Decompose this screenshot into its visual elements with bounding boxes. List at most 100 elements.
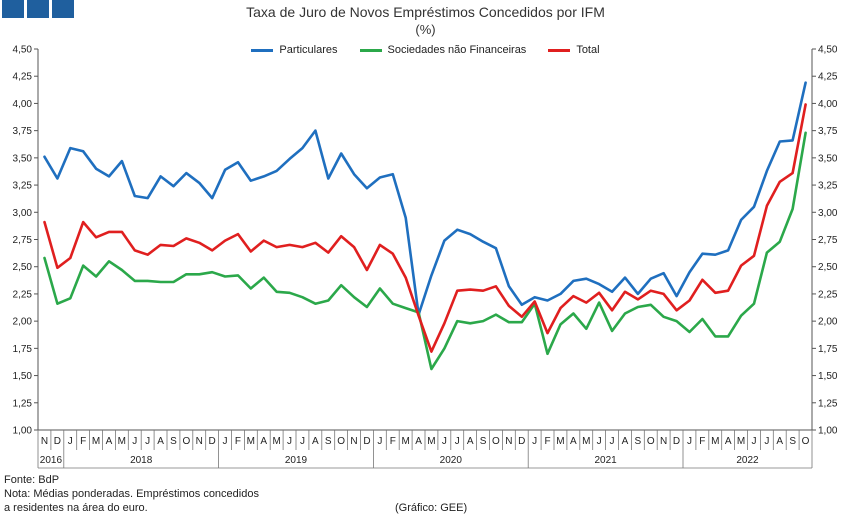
legend-swatch-particulares bbox=[251, 48, 274, 52]
x-tick-label: M bbox=[427, 436, 435, 447]
footnote-line-2: a residentes na área do euro. bbox=[4, 502, 148, 514]
x-tick-label: S bbox=[789, 436, 796, 447]
x-tick-label: J bbox=[132, 436, 137, 447]
x-tick-label: M bbox=[92, 436, 100, 447]
x-tick-label: M bbox=[556, 436, 564, 447]
y-tick-label-left: 1,00 bbox=[13, 426, 33, 437]
y-tick-label-right: 3,75 bbox=[818, 126, 838, 137]
x-tick-label: O bbox=[802, 436, 810, 447]
logo-square-3 bbox=[52, 0, 74, 18]
series-line-sociedades-n-o-financeiras bbox=[43, 131, 807, 371]
y-tick-label-left: 2,25 bbox=[13, 289, 33, 300]
x-tick-label: M bbox=[401, 436, 409, 447]
x-tick-label: O bbox=[492, 436, 500, 447]
y-tick-label-left: 3,25 bbox=[13, 181, 33, 192]
y-tick-label-right: 4,25 bbox=[818, 72, 838, 83]
year-label: 2020 bbox=[440, 455, 463, 466]
x-tick-label: S bbox=[635, 436, 642, 447]
y-tick-label-right: 2,25 bbox=[818, 289, 838, 300]
x-tick-label: J bbox=[610, 436, 615, 447]
series-line-total bbox=[43, 103, 807, 353]
x-tick-label: J bbox=[377, 436, 382, 447]
legend-item-snf: Sociedades não Financeiras bbox=[359, 44, 527, 56]
y-tick-label-left: 4,00 bbox=[13, 99, 33, 110]
x-tick-label: S bbox=[325, 436, 332, 447]
x-tick-label: J bbox=[300, 436, 305, 447]
x-tick-label: J bbox=[687, 436, 692, 447]
y-tick-label-left: 4,50 bbox=[13, 45, 33, 56]
y-tick-label-right: 1,00 bbox=[818, 426, 838, 437]
y-tick-label-left: 3,50 bbox=[13, 153, 33, 164]
x-tick-label: O bbox=[182, 436, 190, 447]
y-tick-label-right: 2,00 bbox=[818, 317, 838, 328]
y-tick-label-right: 1,50 bbox=[818, 371, 838, 382]
logo-square-1 bbox=[2, 0, 24, 18]
x-tick-label: D bbox=[518, 436, 525, 447]
x-tick-label: N bbox=[196, 436, 203, 447]
x-tick-label: J bbox=[751, 436, 756, 447]
x-tick-label: J bbox=[223, 436, 228, 447]
y-tick-label-right: 1,25 bbox=[818, 398, 838, 409]
y-tick-label-right: 2,50 bbox=[818, 262, 838, 273]
x-tick-label: A bbox=[776, 436, 783, 447]
x-tick-label: N bbox=[41, 436, 48, 447]
x-tick-label: M bbox=[737, 436, 745, 447]
year-label: 2019 bbox=[285, 455, 308, 466]
legend-item-total: Total bbox=[548, 44, 600, 56]
legend-swatch-snf bbox=[359, 48, 382, 52]
x-tick-label: F bbox=[80, 436, 86, 447]
y-tick-label-left: 4,25 bbox=[13, 72, 33, 83]
x-tick-label: A bbox=[312, 436, 319, 447]
x-tick-label: A bbox=[415, 436, 422, 447]
x-tick-label: D bbox=[363, 436, 370, 447]
x-tick-label: J bbox=[597, 436, 602, 447]
x-tick-label: F bbox=[390, 436, 396, 447]
x-tick-label: F bbox=[699, 436, 705, 447]
x-tick-label: A bbox=[725, 436, 732, 447]
x-tick-label: M bbox=[711, 436, 719, 447]
y-tick-label-left: 3,00 bbox=[13, 208, 33, 219]
x-tick-label: M bbox=[247, 436, 255, 447]
y-tick-label-left: 1,50 bbox=[13, 371, 33, 382]
gee-logo bbox=[2, 0, 74, 18]
year-label: 2021 bbox=[594, 455, 617, 466]
y-tick-label-left: 3,75 bbox=[13, 126, 33, 137]
x-tick-label: A bbox=[570, 436, 577, 447]
x-tick-label: J bbox=[532, 436, 537, 447]
x-tick-label: A bbox=[260, 436, 267, 447]
y-tick-label-left: 2,50 bbox=[13, 262, 33, 273]
legend-label-snf: Sociedades não Financeiras bbox=[387, 44, 527, 56]
year-label: 2022 bbox=[736, 455, 759, 466]
y-tick-label-left: 2,00 bbox=[13, 317, 33, 328]
x-tick-label: A bbox=[622, 436, 629, 447]
x-tick-label: S bbox=[170, 436, 177, 447]
x-tick-label: N bbox=[505, 436, 512, 447]
y-tick-label-right: 1,75 bbox=[818, 344, 838, 355]
x-tick-label: J bbox=[442, 436, 447, 447]
x-tick-label: M bbox=[582, 436, 590, 447]
series-line-particulares bbox=[43, 81, 807, 316]
x-tick-label: F bbox=[544, 436, 550, 447]
x-tick-label: A bbox=[106, 436, 113, 447]
legend-label-particulares: Particulares bbox=[279, 44, 338, 56]
logo-square-2 bbox=[27, 0, 49, 18]
x-tick-label: M bbox=[118, 436, 126, 447]
chart-title: Taxa de Juro de Novos Empréstimos Conced… bbox=[246, 4, 605, 20]
y-tick-label-left: 1,75 bbox=[13, 344, 33, 355]
footnote-line-1: Nota: Médias ponderadas. Empréstimos con… bbox=[4, 488, 259, 500]
x-tick-label: A bbox=[467, 436, 474, 447]
x-tick-label: N bbox=[660, 436, 667, 447]
x-tick-label: A bbox=[157, 436, 164, 447]
y-tick-label-right: 4,00 bbox=[818, 99, 838, 110]
x-tick-label: F bbox=[235, 436, 241, 447]
year-label: 2018 bbox=[130, 455, 153, 466]
source-note: Fonte: BdP bbox=[4, 474, 60, 486]
y-tick-label-right: 3,00 bbox=[818, 208, 838, 219]
chart-subtitle: (%) bbox=[415, 22, 436, 37]
x-tick-label: J bbox=[68, 436, 73, 447]
x-tick-label: D bbox=[209, 436, 216, 447]
legend-label-total: Total bbox=[576, 44, 600, 56]
x-tick-label: J bbox=[455, 436, 460, 447]
y-tick-label-left: 2,75 bbox=[13, 235, 33, 246]
